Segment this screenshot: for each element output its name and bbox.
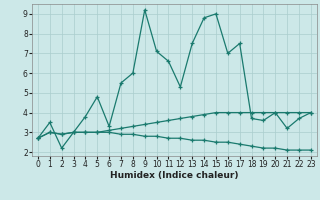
X-axis label: Humidex (Indice chaleur): Humidex (Indice chaleur) bbox=[110, 171, 239, 180]
